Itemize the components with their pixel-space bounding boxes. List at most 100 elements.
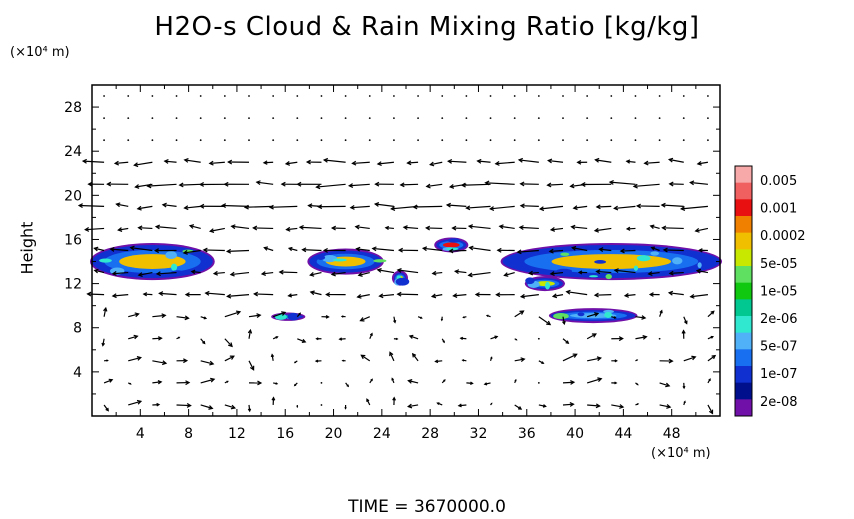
vector-shaft xyxy=(529,271,539,275)
wind-vector xyxy=(461,359,467,362)
vector-shaft xyxy=(707,310,715,318)
wind-vector xyxy=(635,403,640,406)
wind-vector xyxy=(260,271,274,276)
wind-vector xyxy=(546,182,564,188)
wind-vector xyxy=(429,161,443,167)
vector-head xyxy=(106,359,109,362)
vector-head xyxy=(549,227,556,232)
vector-shaft xyxy=(609,181,636,185)
wind-vector xyxy=(273,382,279,385)
x-tick-label: 32 xyxy=(470,426,488,442)
vector-head xyxy=(625,226,631,231)
vector-shaft xyxy=(224,311,241,318)
x-tick-label: 20 xyxy=(325,426,343,442)
vector-head xyxy=(359,317,365,322)
wind-vector xyxy=(667,157,684,163)
vector-shaft xyxy=(432,271,443,275)
wind-vector xyxy=(658,117,661,119)
vector-head xyxy=(565,340,570,345)
wind-vector xyxy=(668,181,684,187)
vector-shaft xyxy=(349,183,370,187)
vector-head xyxy=(593,227,599,233)
wind-vector xyxy=(572,205,588,211)
wind-vector xyxy=(341,359,346,362)
vector-head xyxy=(154,224,161,230)
wind-vector xyxy=(514,357,526,362)
wind-vector xyxy=(175,139,178,142)
vector-head xyxy=(103,306,108,312)
vector-head xyxy=(591,333,597,338)
wind-vector xyxy=(625,226,636,231)
wind-vector xyxy=(412,204,443,210)
vector-head xyxy=(369,332,373,336)
wind-vector xyxy=(183,157,201,163)
vector-head xyxy=(431,270,437,276)
vector-head xyxy=(698,248,703,253)
vector-head xyxy=(649,224,655,229)
vector-shaft xyxy=(596,205,612,208)
vector-head xyxy=(153,248,160,254)
wind-vector xyxy=(199,95,202,97)
vector-shaft xyxy=(355,226,370,230)
colorbar-swatch xyxy=(735,182,752,200)
vector-head xyxy=(137,272,143,277)
vector-head xyxy=(155,271,161,277)
wind-vector xyxy=(176,380,191,386)
vector-shaft xyxy=(695,227,709,232)
x-tick-label: 8 xyxy=(184,426,193,442)
wind-vector xyxy=(393,117,395,119)
wind-vector xyxy=(272,95,275,97)
wind-vector xyxy=(485,314,491,318)
wind-vector xyxy=(208,160,225,166)
vector-head xyxy=(447,158,453,164)
vector-shaft xyxy=(648,271,660,275)
wind-vector xyxy=(489,95,492,97)
vector-shaft xyxy=(403,226,419,230)
vector-shaft xyxy=(94,247,105,252)
wind-vector xyxy=(610,95,613,97)
wind-vector xyxy=(547,158,564,164)
wind-vector xyxy=(347,183,370,188)
vector-shaft xyxy=(224,338,233,347)
wind-vector xyxy=(580,182,612,187)
vector-shaft xyxy=(707,355,716,362)
wind-vector xyxy=(309,271,322,277)
wind-vector xyxy=(489,139,492,142)
wind-vector xyxy=(457,403,467,408)
wind-vector xyxy=(562,117,564,119)
wind-vector xyxy=(175,95,178,97)
cloud-region xyxy=(391,270,410,286)
vector-shaft xyxy=(85,227,105,231)
vector-head xyxy=(378,293,384,299)
vector-shaft xyxy=(372,247,394,252)
wind-vector xyxy=(659,309,663,317)
wind-vector xyxy=(683,355,697,362)
wind-vector xyxy=(129,245,153,252)
vector-head xyxy=(87,181,93,187)
vector-shaft xyxy=(448,160,467,163)
vector-shaft xyxy=(477,160,491,163)
wind-vector xyxy=(182,249,201,255)
vector-head xyxy=(695,268,702,274)
vector-head xyxy=(270,353,275,358)
wind-vector xyxy=(519,203,539,209)
wind-vector xyxy=(359,316,371,322)
wind-vector xyxy=(689,293,708,299)
cloud-blob xyxy=(560,252,570,256)
wind-vector xyxy=(268,204,298,210)
vector-head xyxy=(636,359,639,361)
cloud-core xyxy=(551,254,672,269)
vector-head xyxy=(268,204,274,210)
vector-shaft xyxy=(179,183,201,186)
wind-vector xyxy=(598,247,612,253)
vector-head xyxy=(136,356,142,361)
wind-vector xyxy=(608,179,636,185)
wind-vector xyxy=(176,358,189,364)
vector-head xyxy=(465,205,471,211)
vector-head xyxy=(710,335,715,339)
wind-vector xyxy=(441,139,444,142)
vector-head xyxy=(184,315,190,321)
wind-vector xyxy=(662,247,684,253)
wind-vector xyxy=(137,271,153,277)
